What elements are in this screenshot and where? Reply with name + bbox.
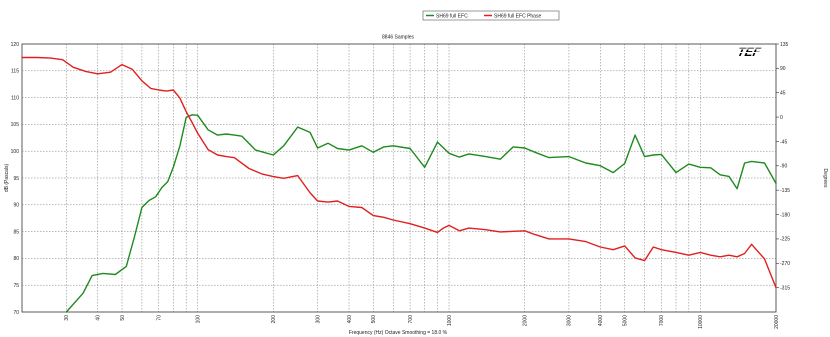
x-axis-label: Frequency (Hz) Octave Smoothing = 18.0 % xyxy=(349,330,448,336)
y-tick-label: 70 xyxy=(13,310,19,316)
y2-tick-label: -135 xyxy=(780,188,790,194)
y2-tick-label: 0 xyxy=(780,115,783,121)
y2-tick-label: -45 xyxy=(780,139,787,145)
series-line-amplitude xyxy=(65,114,777,313)
x-tick-label: 1000 xyxy=(447,315,453,326)
x-axis-ticks: 30 40 50 70 100 200 300 400 500 700 1000 2000 3000 40… xyxy=(64,315,780,329)
y-tick-label: 80 xyxy=(13,256,19,262)
y2-tick-label: -90 xyxy=(780,164,787,170)
x-tick-label: 20000 xyxy=(774,315,780,329)
legend-label-amplitude: SH69 full EFC xyxy=(436,14,468,20)
y-tick-label: 75 xyxy=(13,283,19,289)
x-tick-label: 3000 xyxy=(567,315,573,326)
x-tick-label: 40 xyxy=(95,315,101,321)
y2-axis-ticks: -315 -270 -225 -180 -135 -90 -45 0 45 90 135 xyxy=(776,42,790,291)
y2-tick-label: 90 xyxy=(780,66,786,72)
series-lines xyxy=(21,56,777,313)
y-tick-label: 85 xyxy=(13,229,19,235)
y-tick-label: 105 xyxy=(11,122,20,128)
x-tick-label: 700 xyxy=(408,315,414,324)
y2-tick-label: -225 xyxy=(780,237,790,243)
x-tick-label: 30 xyxy=(64,315,70,321)
y-tick-label: 100 xyxy=(11,149,20,155)
y-tick-label: 95 xyxy=(13,176,19,182)
y2-tick-label: 45 xyxy=(780,91,786,97)
legend: SH69 full EFC SH69 full EFC Phase xyxy=(422,10,560,21)
x-tick-label: 500 xyxy=(371,315,377,324)
x-tick-label: 7000 xyxy=(659,315,665,326)
y2-tick-label: 135 xyxy=(780,42,789,48)
y2-tick-label: -180 xyxy=(780,212,790,218)
chart-title: 8846 Samples xyxy=(382,35,414,41)
y-tick-label: 120 xyxy=(11,42,20,48)
y-tick-label: 115 xyxy=(11,69,19,75)
x-tick-label: 200 xyxy=(271,315,277,324)
tef-logo-text: TEF xyxy=(736,45,762,59)
series-line-phase xyxy=(21,56,777,289)
x-tick-label: 300 xyxy=(315,315,321,324)
x-tick-label: 100 xyxy=(195,315,201,324)
y2-tick-label: -315 xyxy=(780,285,790,291)
y-axis-ticks: 70 75 80 85 90 95 100 105 110 115 120 xyxy=(11,42,20,316)
x-tick-label: 5000 xyxy=(622,315,628,326)
x-tick-label: 50 xyxy=(120,315,126,321)
y-tick-label: 90 xyxy=(13,203,19,209)
y2-tick-label: -270 xyxy=(780,261,790,267)
y-axis-label: dB (Pascals) xyxy=(4,163,10,192)
tef-logo: TEF xyxy=(729,45,770,59)
x-tick-label: 4000 xyxy=(598,315,604,326)
x-tick-label: 70 xyxy=(157,315,163,321)
grid xyxy=(22,44,776,312)
plot-area xyxy=(21,43,777,313)
x-tick-label: 10000 xyxy=(698,315,704,329)
y-tick-label: 110 xyxy=(11,95,19,101)
legend-label-phase: SH69 full EFC Phase xyxy=(494,14,541,20)
x-tick-label: 400 xyxy=(347,315,353,324)
x-tick-label: 2000 xyxy=(522,315,528,326)
y2-axis-label: Degrees xyxy=(822,169,828,188)
